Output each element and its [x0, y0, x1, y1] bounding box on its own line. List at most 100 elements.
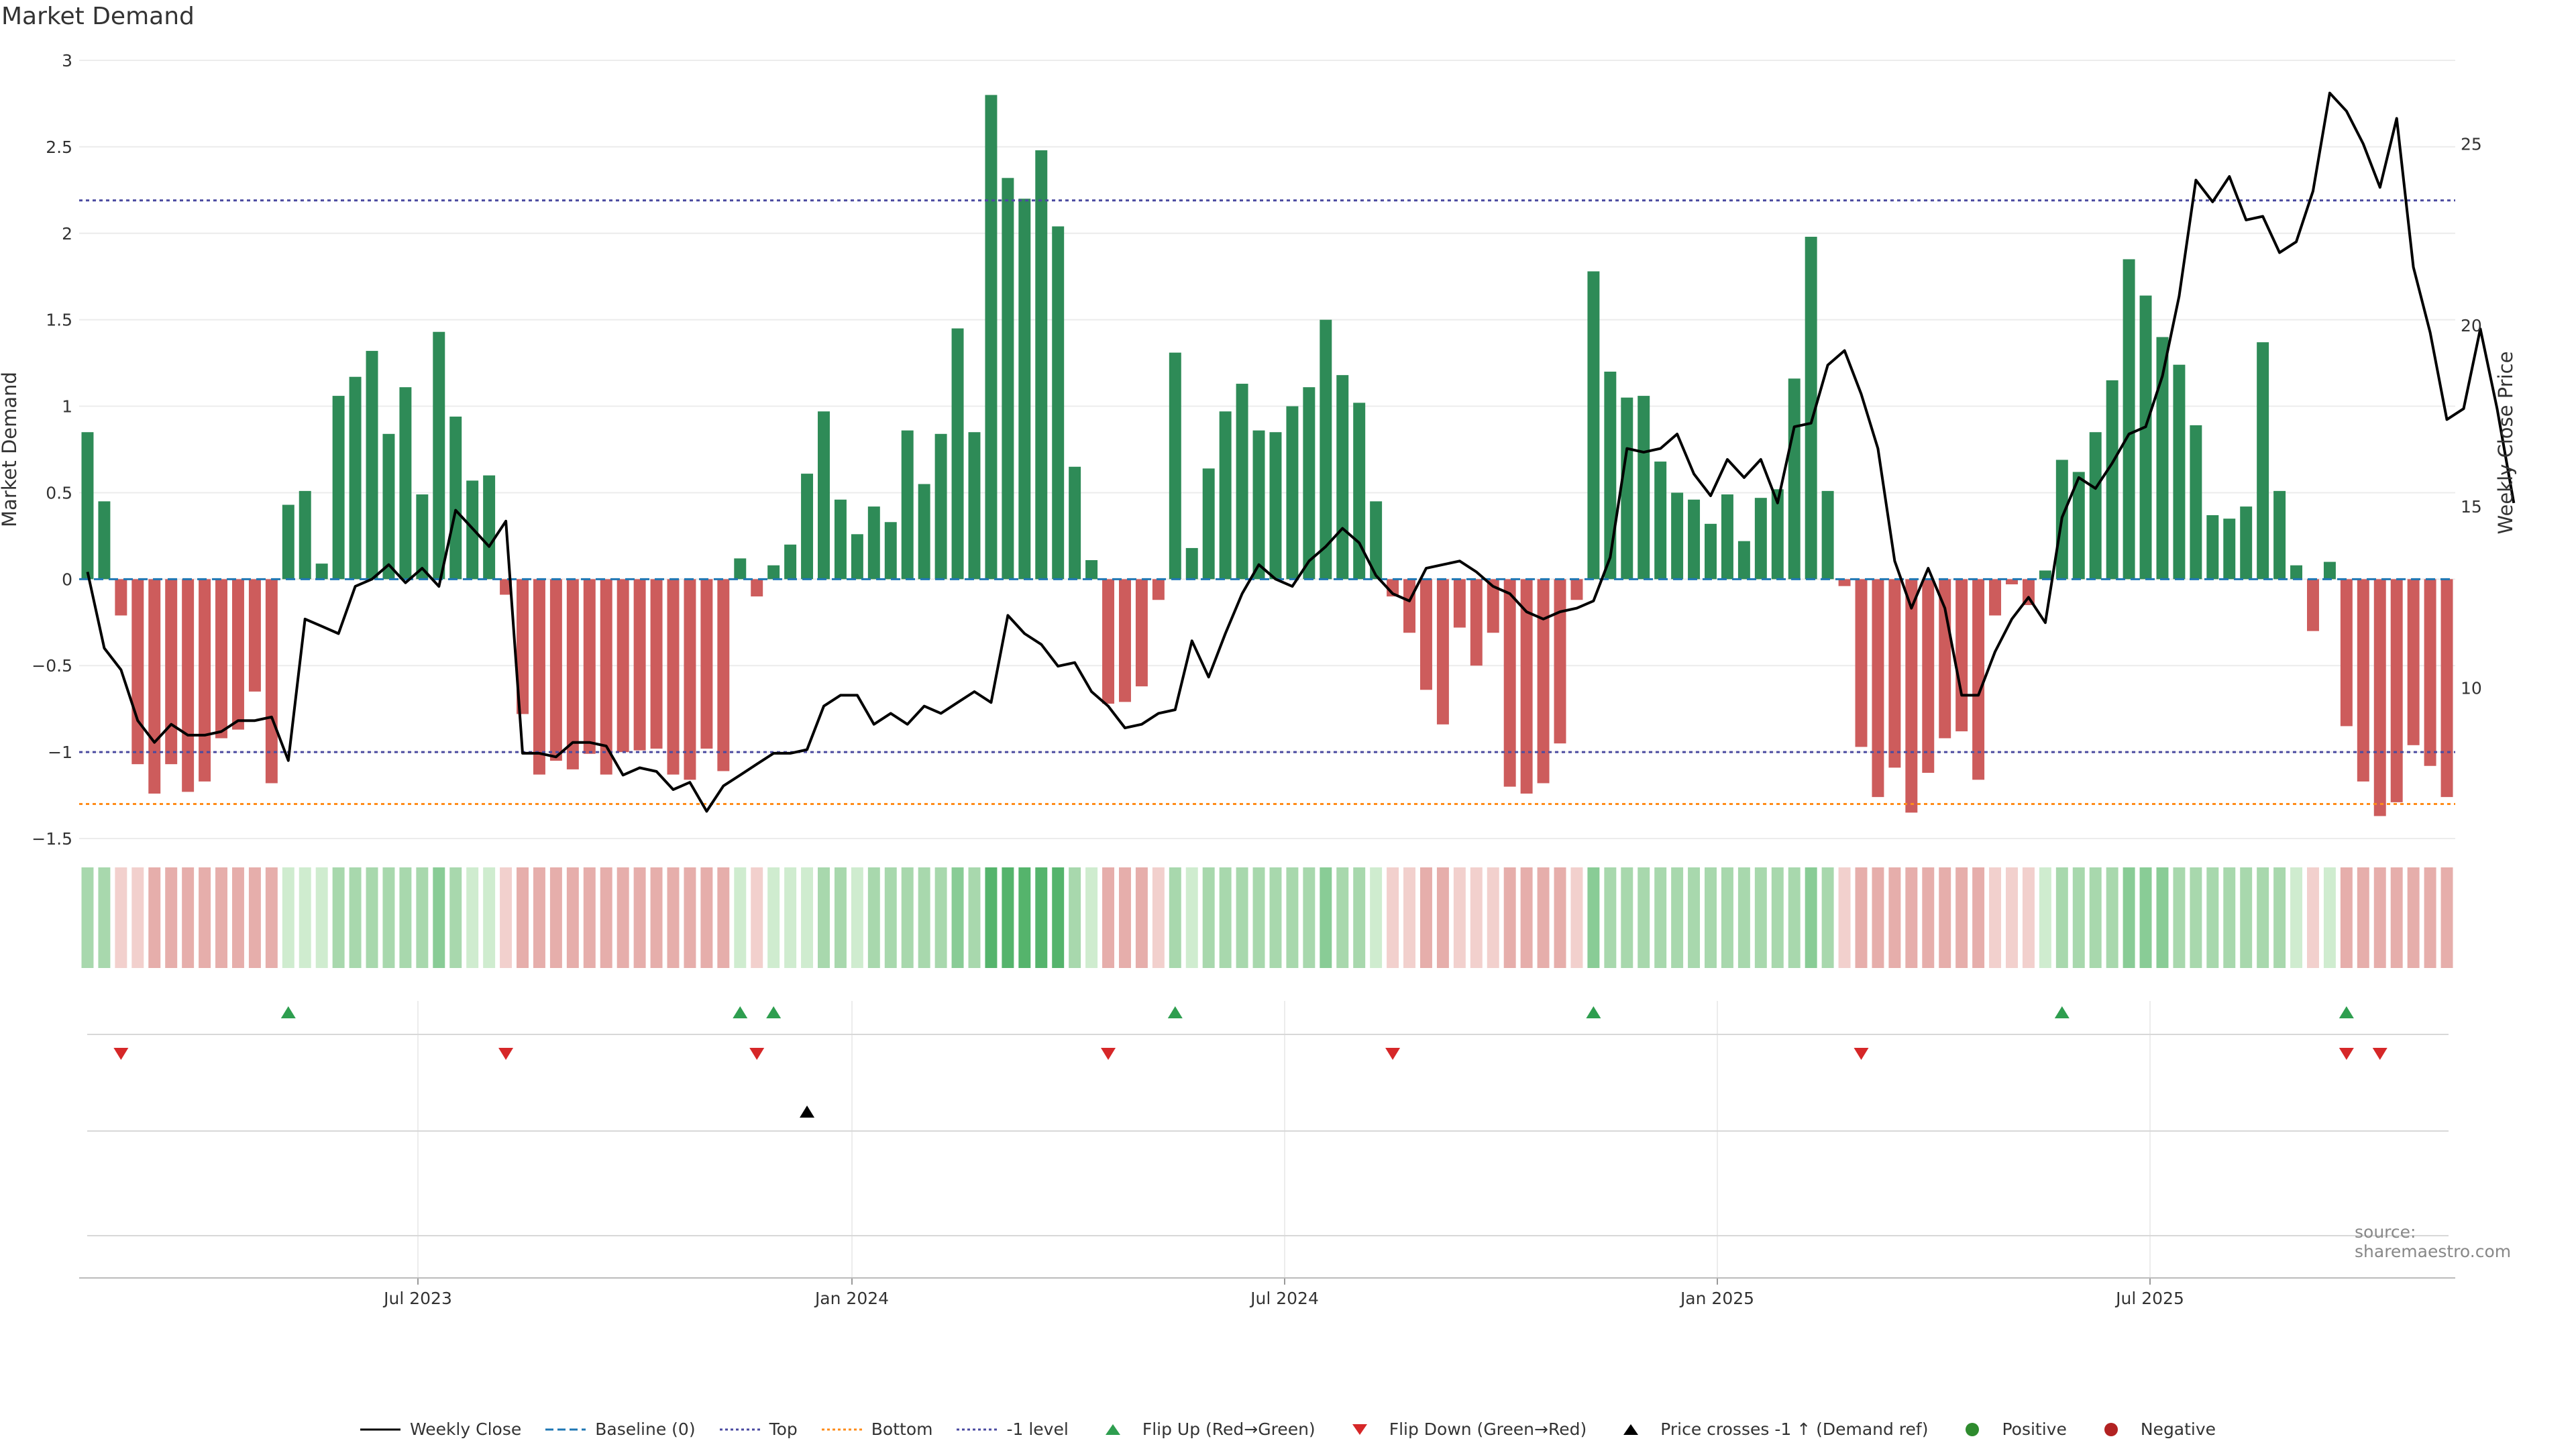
demand-bar	[549, 579, 562, 761]
demand-bar	[801, 474, 814, 580]
demand-bar	[182, 579, 195, 792]
flip-up-marker	[1586, 1006, 1601, 1018]
heat-strip-cell	[834, 867, 847, 968]
heat-strip-cell	[2190, 867, 2202, 968]
heat-strip-cell	[1771, 867, 1784, 968]
heat-strip-cell	[1688, 867, 1701, 968]
heat-strip-cell	[2323, 867, 2336, 968]
legend-item: -1 level	[957, 1419, 1069, 1439]
demand-bar	[2089, 432, 2102, 580]
heat-strip-cell	[633, 867, 646, 968]
demand-bar	[1821, 490, 1834, 580]
demand-bar	[315, 564, 328, 580]
legend-label: Bottom	[871, 1419, 933, 1439]
y-tick-label: 2	[62, 224, 72, 244]
y-tick-label: −0.5	[32, 656, 72, 676]
demand-bar	[918, 484, 930, 580]
heat-strip-cell	[131, 867, 144, 968]
heat-strip-cell	[1069, 867, 1081, 968]
heat-strip-cell	[1152, 867, 1165, 968]
demand-bar	[717, 579, 730, 771]
demand-bar	[2323, 561, 2336, 580]
demand-bar	[934, 433, 947, 580]
heat-strip-cell	[1838, 867, 1851, 968]
heat-strip-cell	[1219, 867, 1232, 968]
flip-down-marker	[1101, 1048, 1116, 1060]
heat-strip-cell	[2106, 867, 2118, 968]
heat-strip-cell	[1236, 867, 1248, 968]
demand-bar	[1303, 387, 1316, 580]
signal-markers	[113, 1006, 2387, 1118]
heat-strip-cell	[734, 867, 747, 968]
flip-down-marker	[498, 1048, 514, 1060]
demand-bar	[1336, 375, 1349, 580]
demand-bar	[1185, 547, 1198, 580]
legend-item: Flip Up (Red→Green)	[1093, 1419, 1316, 1439]
flip-up-marker	[766, 1006, 782, 1018]
heat-strip-cell	[700, 867, 713, 968]
heat-strip-cell	[2173, 867, 2186, 968]
demand-bar	[1688, 499, 1701, 580]
heat-strip-cell	[265, 867, 278, 968]
heat-strip-cell	[1370, 867, 1383, 968]
demand-bar	[399, 387, 412, 580]
heat-strip-cell	[2257, 867, 2269, 968]
demand-bar	[1989, 579, 2002, 616]
demand-bar	[1403, 579, 1416, 633]
heat-strip-cell	[1387, 867, 1399, 968]
demand-bar	[2290, 565, 2303, 580]
heat-strip-cell	[332, 867, 345, 968]
legend-label: Positive	[2002, 1419, 2067, 1439]
heat-strip-cell	[1671, 867, 1684, 968]
demand-bar	[282, 504, 294, 580]
y2-tick-label: 10	[2461, 679, 2482, 698]
demand-bar	[1453, 579, 1466, 628]
demand-bar	[332, 396, 345, 580]
heat-strip-cell	[2089, 867, 2102, 968]
heat-strip-cell	[1202, 867, 1215, 968]
y-tick-label: 0.5	[46, 483, 72, 502]
y2-tick-label: 15	[2461, 497, 2482, 517]
demand-bar	[1771, 489, 1784, 580]
demand-bar	[1604, 372, 1617, 580]
heat-strip-cell	[616, 867, 629, 968]
heat-strip-cell	[1520, 867, 1533, 968]
heat-strip-cell	[1922, 867, 1935, 968]
flip-up-marker	[2339, 1006, 2354, 1018]
demand-bar	[165, 579, 178, 765]
heat-strip-cell	[1939, 867, 1951, 968]
heat-strip-cell	[1185, 867, 1198, 968]
demand-bar	[1286, 406, 1299, 580]
flip-down-marker	[1385, 1048, 1401, 1060]
demand-bar	[1888, 579, 1901, 768]
flip-up-marker	[733, 1006, 748, 1018]
demand-bar	[834, 499, 847, 580]
heat-strip-cell	[583, 867, 596, 968]
demand-bar	[1922, 579, 1935, 773]
demand-bar	[215, 579, 228, 739]
demand-bar	[1554, 579, 1566, 744]
demand-bar	[867, 506, 880, 580]
y-axis-title: Market Demand	[0, 372, 21, 527]
legend-item: Negative	[2091, 1419, 2216, 1439]
heat-strip-cell	[416, 867, 429, 968]
heat-strip-cell	[1419, 867, 1432, 968]
demand-bar	[1419, 579, 1432, 690]
heat-strip-cell	[2290, 867, 2303, 968]
heat-strip-cell	[1621, 867, 1633, 968]
heat-strip-cell	[2156, 867, 2169, 968]
legend-label: Flip Up (Red→Green)	[1142, 1419, 1316, 1439]
demand-bar	[2156, 337, 2169, 580]
demand-bar	[2440, 579, 2453, 798]
demand-bar	[1570, 579, 1583, 600]
flip-down-marker	[2339, 1048, 2354, 1060]
demand-bar	[2106, 380, 2118, 580]
flip-down-marker	[749, 1048, 765, 1060]
heat-strip-cell	[667, 867, 680, 968]
demand-bar	[416, 494, 429, 580]
heat-strip-cell	[2055, 867, 2068, 968]
heat-strip-cell	[717, 867, 730, 968]
heat-strip-cell	[517, 867, 529, 968]
demand-bar	[1838, 579, 1851, 586]
demand-bar	[483, 475, 496, 580]
